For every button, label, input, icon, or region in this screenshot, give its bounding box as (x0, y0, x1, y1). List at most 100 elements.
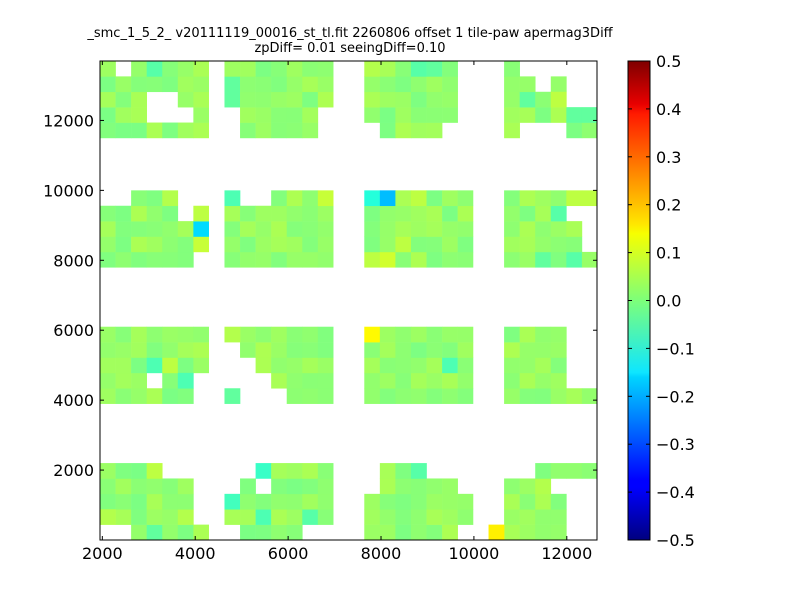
heatmap-cell (224, 221, 241, 237)
heatmap-cell (100, 221, 116, 237)
heatmap-cell (364, 493, 381, 510)
heatmap-cell (131, 478, 147, 495)
heatmap-cell (395, 91, 412, 108)
heatmap-cell (146, 463, 163, 479)
heatmap-cell (162, 372, 179, 389)
heatmap-cell (131, 463, 147, 479)
heatmap-cells (100, 61, 598, 541)
heatmap-cell (302, 372, 319, 389)
heatmap-cell (302, 236, 319, 253)
heatmap-cell (162, 478, 179, 495)
heatmap-cell (379, 478, 396, 495)
colorbar-tick-label: 0.1 (656, 244, 681, 263)
y-tick-label: 4000 (53, 391, 94, 410)
heatmap-cell (271, 91, 288, 108)
heatmap-cell (240, 251, 256, 268)
heatmap-cell (364, 342, 381, 358)
heatmap-cell (442, 205, 458, 222)
heatmap-cell (535, 524, 552, 541)
heatmap-cell (504, 524, 520, 541)
heatmap-cell (177, 388, 194, 404)
heatmap-cell (442, 478, 458, 495)
heatmap-cell (504, 107, 520, 123)
heatmap-cell (131, 524, 147, 541)
heatmap-cell (224, 76, 241, 93)
heatmap-cell (302, 76, 319, 93)
heatmap-cell (255, 122, 272, 139)
heatmap-cell (100, 236, 116, 253)
heatmap-cell (379, 342, 396, 358)
heatmap-cell (550, 251, 567, 268)
heatmap-cell (177, 372, 194, 389)
heatmap-cell (317, 493, 334, 510)
heatmap-cell (100, 372, 116, 389)
heatmap-cell (115, 326, 132, 343)
heatmap-cell (286, 478, 303, 495)
heatmap-cell (146, 388, 163, 404)
heatmap-cell (504, 236, 520, 253)
heatmap-cell (131, 357, 147, 374)
heatmap-cell (410, 463, 427, 479)
heatmap-cell (395, 493, 412, 510)
heatmap-cell (426, 388, 443, 404)
heatmap-cell (535, 463, 552, 479)
heatmap-cell (271, 205, 288, 222)
heatmap-cell (379, 190, 396, 207)
heatmap-cell (364, 372, 381, 389)
heatmap-cell (100, 463, 116, 479)
heatmap-cell (255, 493, 272, 510)
x-tick-label: 10000 (448, 544, 499, 563)
colorbar-tick-label: 0.4 (656, 100, 681, 119)
heatmap-cell (224, 205, 241, 222)
heatmap-cell (162, 326, 179, 343)
heatmap-cell (224, 190, 241, 207)
heatmap-cell (146, 478, 163, 495)
heatmap-cell (115, 509, 132, 525)
colorbar-ticks: 0.5 0.4 0.3 0.2 0.1 0.0 −0.1 −0.2 −0.3 −0.4 −0.5 (628, 52, 695, 550)
heatmap-cell (302, 388, 319, 404)
heatmap-cell (193, 236, 209, 253)
heatmap-cell (271, 236, 288, 253)
colorbar-tick-label: 0.0 (656, 292, 681, 311)
heatmap-cell (317, 342, 334, 358)
heatmap-cell (550, 221, 567, 237)
heatmap-cell (364, 357, 381, 374)
heatmap-cell (146, 122, 163, 139)
heatmap-cell (504, 205, 520, 222)
colorbar-tick-label: −0.5 (656, 531, 695, 550)
heatmap-cell (550, 388, 567, 404)
heatmap-cell (302, 205, 319, 222)
heatmap-cell (317, 76, 334, 93)
x-tick-label: 12000 (541, 544, 592, 563)
heatmap-cell (255, 509, 272, 525)
heatmap-cell (519, 493, 536, 510)
heatmap-cell (286, 388, 303, 404)
heatmap-cell (550, 357, 567, 374)
colorbar-tick-label: −0.2 (656, 387, 695, 406)
heatmap-cell (271, 107, 288, 123)
heatmap-cell (457, 509, 474, 525)
heatmap-cell (131, 493, 147, 510)
heatmap-cell (271, 122, 288, 139)
heatmap-cell (317, 251, 334, 268)
heatmap-cell (410, 76, 427, 93)
heatmap-cell (535, 478, 552, 495)
heatmap-cell (131, 91, 147, 108)
heatmap-cell (224, 388, 241, 404)
heatmap-cell (535, 493, 552, 510)
heatmap-cell (442, 190, 458, 207)
heatmap-cell (410, 236, 427, 253)
heatmap-cell (115, 251, 132, 268)
heatmap-cell (364, 205, 381, 222)
heatmap-cell (395, 357, 412, 374)
heatmap-cell (410, 61, 427, 77)
heatmap-cell (504, 251, 520, 268)
heatmap-cell (271, 251, 288, 268)
heatmap-cell (410, 251, 427, 268)
heatmap-cell (115, 221, 132, 237)
heatmap-cell (115, 463, 132, 479)
heatmap-cell (457, 342, 474, 358)
heatmap-cell (193, 205, 209, 222)
heatmap-cell (535, 91, 552, 108)
heatmap-cell (271, 76, 288, 93)
